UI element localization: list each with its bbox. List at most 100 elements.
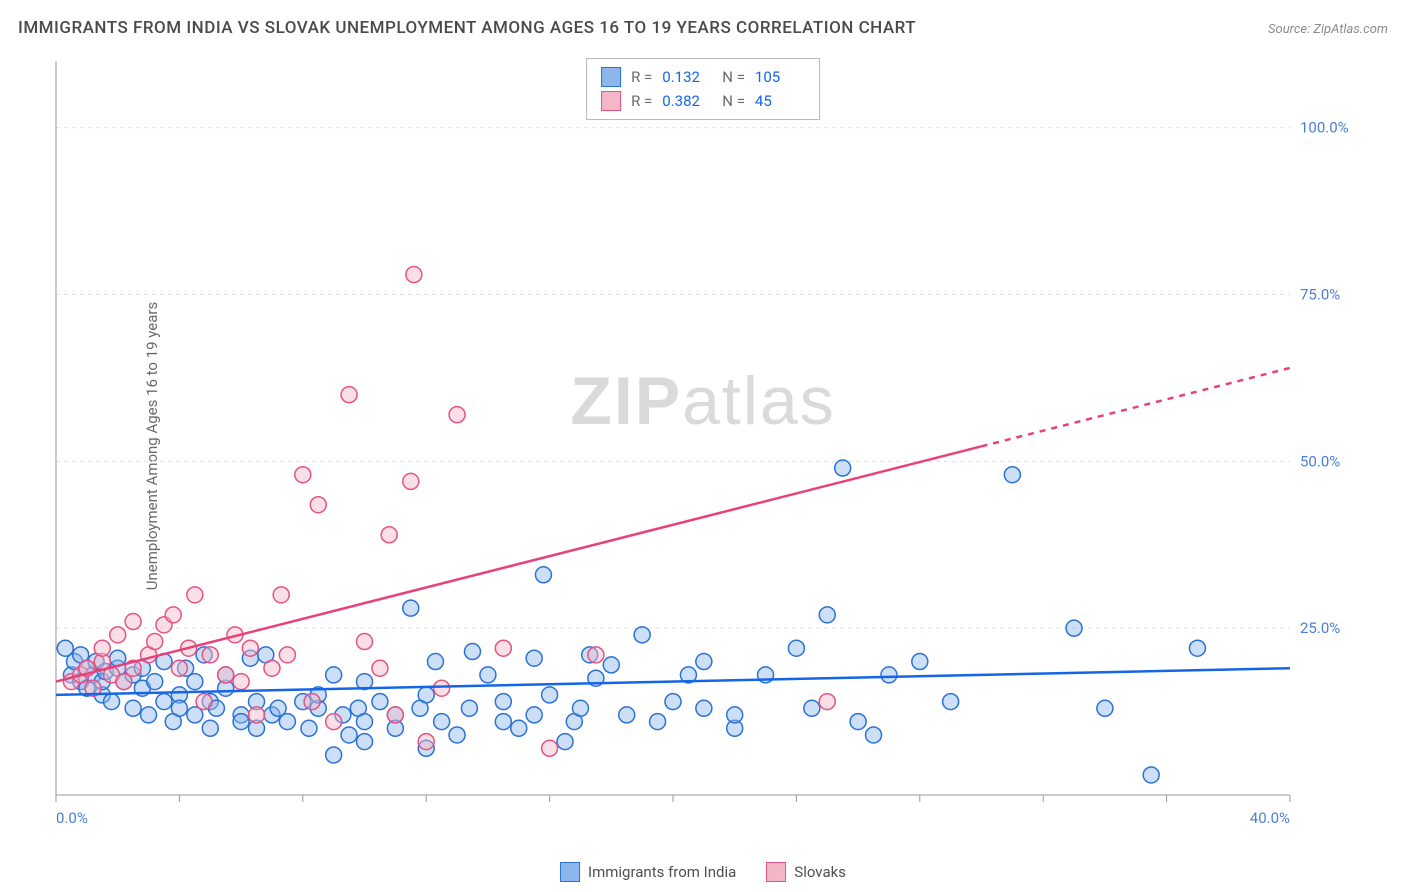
stats-legend: R =0.132N =105R = 0.382 N = 45	[586, 58, 820, 120]
legend-swatch	[560, 862, 580, 882]
data-point	[381, 527, 397, 543]
data-point	[233, 674, 249, 690]
data-point	[187, 587, 203, 603]
stats-row: R = 0.382 N = 45	[601, 89, 805, 113]
x-tick-label: 40.0%	[1250, 809, 1290, 827]
chart-title: IMMIGRANTS FROM INDIA VS SLOVAK UNEMPLOY…	[18, 18, 916, 38]
data-point	[526, 707, 542, 723]
data-point	[542, 740, 558, 756]
data-point	[372, 660, 388, 676]
data-point	[535, 567, 551, 583]
data-point	[147, 634, 163, 650]
data-point	[804, 700, 820, 716]
data-point	[1004, 467, 1020, 483]
data-point	[495, 714, 511, 730]
data-point	[866, 727, 882, 743]
stats-r-label: R =	[631, 89, 652, 113]
data-point	[279, 647, 295, 663]
data-point	[434, 714, 450, 730]
data-point	[326, 667, 342, 683]
data-point	[104, 694, 120, 710]
stats-n-value: 45	[755, 89, 805, 113]
scatter-plot: 25.0%50.0%75.0%100.0%0.0%40.0%	[50, 55, 1350, 835]
data-point	[696, 654, 712, 670]
data-point	[449, 407, 465, 423]
data-point	[464, 644, 480, 660]
data-point	[788, 640, 804, 656]
y-tick-label: 50.0%	[1300, 452, 1340, 470]
data-point	[819, 607, 835, 623]
stats-r-value: 0.382	[662, 89, 712, 113]
data-point	[603, 657, 619, 673]
data-point	[249, 707, 265, 723]
trend-line-dashed	[982, 368, 1291, 446]
data-point	[233, 714, 249, 730]
data-point	[406, 267, 422, 283]
data-point	[427, 654, 443, 670]
data-point	[357, 634, 373, 650]
data-point	[273, 587, 289, 603]
data-point	[449, 727, 465, 743]
data-point	[572, 700, 588, 716]
data-point	[295, 467, 311, 483]
data-point	[943, 694, 959, 710]
data-point	[912, 654, 928, 670]
data-point	[557, 734, 573, 750]
data-point	[403, 473, 419, 489]
stats-n-value: 105	[755, 65, 805, 89]
data-point	[1097, 700, 1113, 716]
data-point	[819, 694, 835, 710]
data-point	[326, 714, 342, 730]
data-point	[357, 714, 373, 730]
y-tick-label: 75.0%	[1300, 286, 1340, 304]
data-point	[881, 667, 897, 683]
legend-label: Slovaks	[794, 863, 846, 881]
data-point	[480, 667, 496, 683]
data-point	[264, 660, 280, 676]
data-point	[511, 720, 527, 736]
legend-swatch	[601, 91, 621, 111]
data-point	[434, 680, 450, 696]
data-point	[619, 707, 635, 723]
data-point	[387, 707, 403, 723]
data-point	[218, 667, 234, 683]
data-point	[526, 650, 542, 666]
data-point	[1066, 620, 1082, 636]
data-point	[634, 627, 650, 643]
data-point	[835, 460, 851, 476]
data-point	[147, 674, 163, 690]
chart-source: Source: ZipAtlas.com	[1268, 22, 1388, 37]
data-point	[650, 714, 666, 730]
stats-row: R =0.132N =105	[601, 65, 805, 89]
bottom-legend: Immigrants from India Slovaks	[560, 862, 846, 882]
data-point	[156, 694, 172, 710]
data-point	[1143, 767, 1159, 783]
y-tick-label: 100.0%	[1300, 119, 1349, 137]
data-point	[1189, 640, 1205, 656]
trend-line	[56, 446, 982, 681]
data-point	[341, 727, 357, 743]
data-point	[187, 674, 203, 690]
data-point	[202, 647, 218, 663]
legend-swatch	[601, 67, 621, 87]
data-point	[196, 694, 212, 710]
legend-swatch	[766, 862, 786, 882]
data-point	[310, 497, 326, 513]
data-point	[202, 720, 218, 736]
data-point	[125, 700, 141, 716]
data-point	[125, 614, 141, 630]
data-point	[171, 660, 187, 676]
data-point	[542, 687, 558, 703]
stats-n-label: N =	[722, 89, 745, 113]
data-point	[665, 694, 681, 710]
data-point	[418, 734, 434, 750]
data-point	[301, 720, 317, 736]
data-point	[418, 687, 434, 703]
data-point	[461, 700, 477, 716]
legend-label: Immigrants from India	[588, 863, 736, 881]
data-point	[696, 700, 712, 716]
data-point	[110, 627, 126, 643]
data-point	[341, 387, 357, 403]
data-point	[242, 640, 258, 656]
data-point	[279, 714, 295, 730]
